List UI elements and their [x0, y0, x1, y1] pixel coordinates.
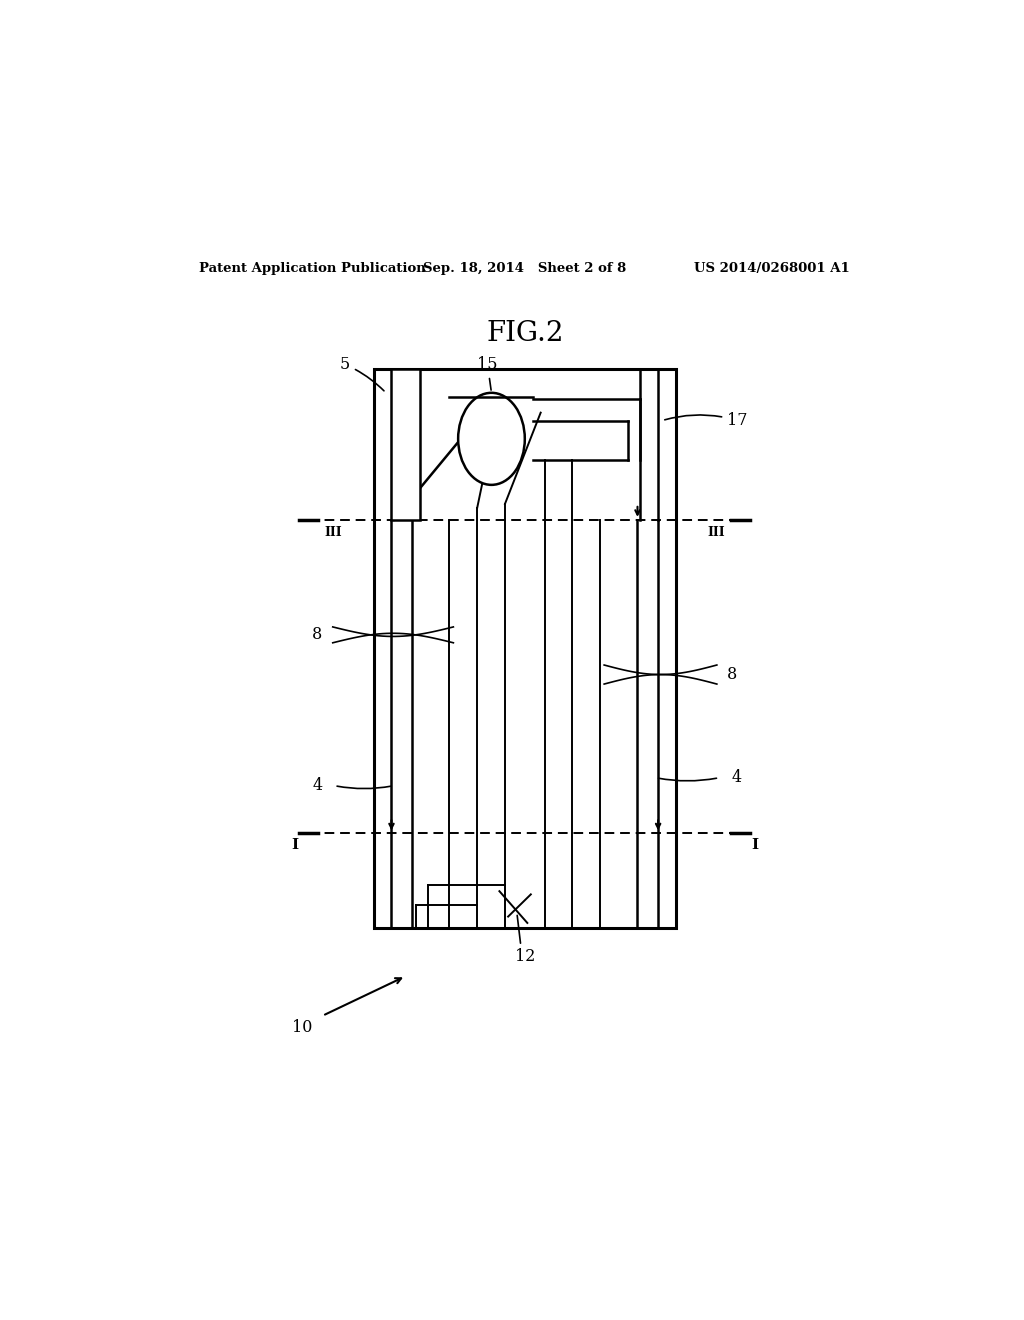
Bar: [391, 370, 420, 520]
Text: 4: 4: [312, 777, 323, 795]
Text: 12: 12: [515, 948, 535, 965]
Text: 8: 8: [727, 667, 737, 682]
Text: Sep. 18, 2014   Sheet 2 of 8: Sep. 18, 2014 Sheet 2 of 8: [423, 261, 627, 275]
Ellipse shape: [458, 393, 525, 484]
Text: 17: 17: [665, 412, 748, 429]
Text: I: I: [291, 838, 298, 851]
Text: III: III: [325, 527, 342, 539]
Text: US 2014/0268001 A1: US 2014/0268001 A1: [694, 261, 850, 275]
Text: III: III: [708, 527, 725, 539]
Text: FIG.2: FIG.2: [486, 319, 563, 347]
Text: 15: 15: [477, 356, 498, 389]
Text: 4: 4: [731, 770, 741, 787]
Text: 8: 8: [312, 627, 323, 643]
Bar: [374, 370, 676, 928]
Text: 10: 10: [293, 1019, 312, 1036]
Text: I: I: [752, 838, 759, 851]
Text: 5: 5: [340, 356, 384, 391]
Text: Patent Application Publication: Patent Application Publication: [200, 261, 426, 275]
